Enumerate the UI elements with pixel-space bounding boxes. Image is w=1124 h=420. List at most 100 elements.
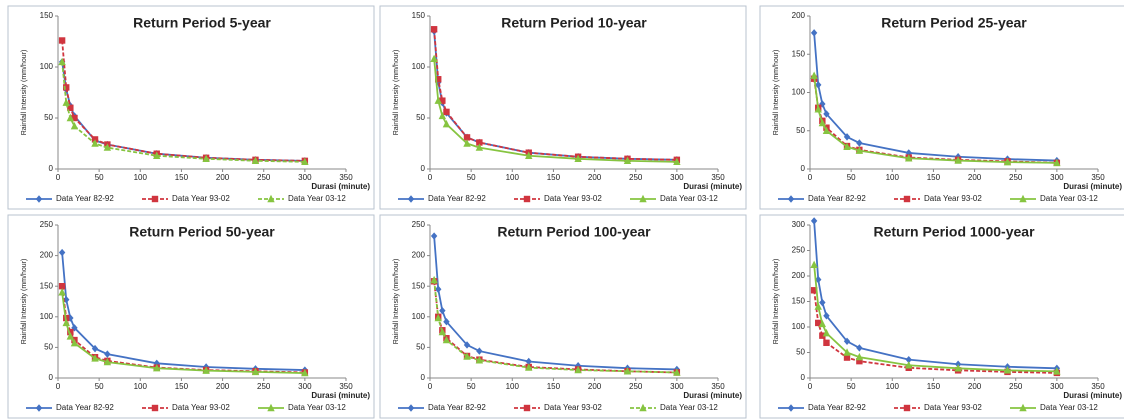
series-line — [813, 220, 1057, 370]
series-line — [61, 40, 305, 162]
marker — [267, 403, 275, 412]
x-tick-label: 350 — [711, 173, 725, 182]
legend-label: Data Year 93-02 — [172, 403, 230, 412]
marker — [67, 328, 74, 336]
chart-title: Return Period 50-year — [129, 224, 275, 240]
marker — [103, 357, 112, 366]
x-tick-label: 50 — [847, 382, 856, 391]
marker — [63, 84, 70, 91]
x-tick-label: 50 — [847, 173, 856, 182]
marker — [443, 108, 450, 116]
marker — [153, 151, 161, 159]
marker — [430, 275, 438, 284]
x-tick-label: 100 — [506, 382, 520, 391]
y-axis-label: Rainfall Intensity (mm/hour) — [21, 50, 28, 136]
x-tick-label: 200 — [216, 382, 230, 391]
marker — [856, 139, 863, 147]
panel-frame — [379, 5, 747, 210]
x-tick-label: 150 — [547, 173, 561, 182]
y-tick-label: 300 — [792, 220, 806, 229]
series-line — [433, 279, 677, 374]
legend-label: Data Year 93-02 — [544, 194, 602, 203]
marker — [639, 194, 647, 203]
marker — [673, 157, 681, 166]
x-tick-label: 150 — [547, 382, 561, 391]
x-tick-label: 150 — [927, 173, 941, 182]
x-tick-label: 150 — [175, 382, 189, 391]
y-axis-label: Rainfall Intensity (mm/hour) — [393, 259, 400, 345]
legend-label: Data Year 82-92 — [56, 194, 114, 203]
chart-title: Return Period 1000-year — [873, 224, 1035, 240]
x-axis-label: Durasi (minute) — [1063, 391, 1122, 400]
x-tick-label: 200 — [216, 173, 230, 182]
marker — [523, 195, 531, 203]
marker — [823, 339, 830, 347]
y-tick-label: 200 — [792, 271, 806, 280]
marker — [407, 404, 415, 412]
x-tick-label: 0 — [428, 382, 433, 391]
marker — [823, 312, 830, 320]
marker — [475, 143, 484, 151]
marker — [523, 404, 531, 412]
x-tick-label: 150 — [927, 382, 941, 391]
x-tick-label: 0 — [428, 173, 433, 182]
legend-label: Data Year 93-02 — [544, 403, 602, 412]
marker — [301, 368, 309, 377]
marker — [819, 332, 826, 339]
marker — [35, 404, 43, 412]
legend-label: Data Year 03-12 — [1040, 403, 1098, 412]
marker — [439, 306, 446, 315]
marker — [1003, 366, 1012, 374]
x-tick-label: 250 — [1009, 173, 1023, 182]
x-tick-label: 100 — [886, 382, 900, 391]
x-tick-label: 350 — [711, 382, 725, 391]
marker — [903, 404, 911, 412]
marker — [525, 357, 532, 366]
x-tick-label: 200 — [968, 173, 982, 182]
y-tick-label: 50 — [796, 348, 805, 357]
marker — [905, 355, 912, 364]
marker — [856, 357, 863, 365]
x-axis-label: Durasi (minute) — [311, 391, 370, 400]
chart-panel: 0 50 100 150 200 0 50 100 150 200 250 300 350 Return … — [759, 5, 1124, 210]
marker — [822, 328, 831, 337]
panel-frame — [7, 5, 375, 210]
x-tick-label: 200 — [588, 382, 602, 391]
x-tick-label: 0 — [808, 173, 813, 182]
marker — [439, 97, 446, 104]
chart-title: Return Period 5-year — [133, 15, 271, 31]
marker — [430, 232, 438, 240]
marker — [58, 37, 66, 44]
x-tick-label: 50 — [467, 382, 476, 391]
x-tick-label: 300 — [670, 382, 684, 391]
marker — [463, 134, 471, 141]
panel-frame — [759, 214, 1124, 419]
marker — [463, 352, 471, 360]
marker — [525, 151, 533, 159]
marker — [673, 368, 681, 376]
y-tick-label: 100 — [40, 312, 54, 321]
marker — [954, 364, 962, 372]
y-axis-label: Rainfall Intensity (mm/hour) — [393, 50, 400, 136]
x-tick-label: 100 — [134, 173, 148, 182]
y-tick-label: 50 — [416, 113, 425, 122]
marker — [905, 361, 913, 369]
marker — [71, 114, 78, 122]
marker — [62, 318, 70, 327]
marker — [442, 335, 451, 344]
x-tick-label: 150 — [175, 173, 189, 182]
x-tick-label: 350 — [1091, 382, 1105, 391]
y-tick-label: 100 — [412, 312, 426, 321]
legend-label: Data Year 82-92 — [56, 403, 114, 412]
marker — [810, 217, 818, 225]
x-tick-label: 0 — [808, 382, 813, 391]
series-line — [61, 61, 305, 163]
marker — [843, 354, 851, 361]
legend-label: Data Year 93-02 — [924, 403, 982, 412]
y-axis-label: Rainfall Intensity (mm/hour) — [21, 259, 28, 345]
x-tick-label: 200 — [968, 382, 982, 391]
y-tick-label: 0 — [801, 373, 806, 382]
marker — [843, 133, 851, 141]
legend-label: Data Year 82-92 — [428, 403, 486, 412]
x-tick-label: 300 — [670, 173, 684, 182]
